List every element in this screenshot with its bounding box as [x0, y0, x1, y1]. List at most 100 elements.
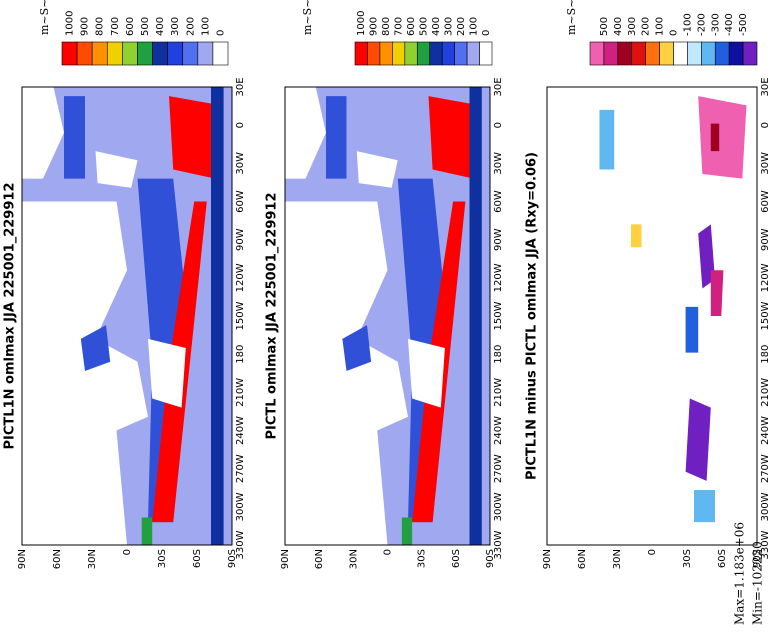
lat-tick-label: 90N	[542, 549, 553, 569]
lon-tick-label: 210W	[493, 378, 504, 407]
map-field	[95, 151, 138, 188]
colorbar-box	[742, 41, 758, 66]
lat-tick-label: 30S	[157, 549, 168, 568]
lat-tick-label: 30N	[348, 549, 359, 569]
map-field	[326, 96, 347, 179]
map-field	[710, 123, 720, 152]
lat-tick-label: 30S	[417, 549, 428, 568]
colorbar-label: 900	[80, 17, 91, 36]
lat-tick-label: 60S	[717, 549, 728, 568]
colorbar-label: 1000	[356, 11, 367, 36]
lon-tick-label: 0	[235, 122, 246, 128]
map-field	[408, 338, 445, 408]
lat-tick-label: 90S	[227, 549, 238, 568]
lon-tick-label: 30W	[235, 152, 246, 175]
map-field	[169, 96, 222, 179]
colorbar-box	[617, 41, 633, 66]
colorbar-units: m~S~2	[565, 0, 578, 35]
map-field	[342, 325, 372, 371]
colorbar-box	[589, 41, 605, 66]
lon-tick-label: 60W	[493, 190, 504, 213]
map-field	[631, 224, 642, 248]
map-field	[694, 490, 715, 523]
colorbar-label: 100	[468, 17, 479, 36]
colorbar-box	[687, 41, 702, 66]
min-label: Min=-102220	[751, 541, 765, 625]
panel-title: PICTL omlmax JJA 225001_229912	[265, 192, 280, 439]
colorbar-box	[479, 41, 493, 66]
map-field	[80, 325, 111, 371]
map-field	[285, 87, 326, 179]
colorbar-box	[122, 41, 138, 66]
colorbar-box	[454, 41, 468, 66]
lon-tick-label: 0	[493, 122, 504, 128]
colorbar-label: 200	[185, 17, 196, 36]
map-field	[710, 270, 724, 316]
lon-tick-label: 150W	[760, 301, 771, 330]
map-field	[148, 338, 186, 408]
lat-tick-label: 0	[647, 549, 658, 555]
lon-tick-label: 330W	[493, 530, 504, 559]
colorbar-box	[76, 41, 93, 66]
lon-tick-label: 330W	[760, 530, 771, 559]
map-field	[685, 398, 711, 481]
map-frame	[284, 86, 491, 546]
colorbar-label: 300	[443, 17, 454, 36]
colorbar-label: -200	[696, 13, 707, 36]
lon-tick-label: 0	[760, 122, 771, 128]
colorbar-box	[379, 41, 393, 66]
colorbar-label: 0	[215, 30, 226, 36]
map-field	[22, 201, 148, 545]
colorbar-box	[659, 41, 674, 66]
colorbar-box	[367, 41, 381, 66]
lat-tick-label: 30S	[682, 549, 693, 568]
colorbar-label: 900	[369, 17, 380, 36]
colorbar-label: 0	[669, 30, 680, 36]
lat-tick-label: 30N	[87, 549, 98, 569]
colorbar-label: 1000	[65, 11, 76, 36]
panel-title: PICTL1N omlmax JJA 225001_229912	[3, 183, 18, 450]
colorbar-label: 100	[655, 17, 666, 36]
lon-tick-label: 240W	[235, 416, 246, 445]
lat-tick-label: 90N	[280, 549, 291, 569]
colorbar-box	[631, 41, 646, 66]
colorbar-label: 500	[419, 17, 430, 36]
colorbar-label: 700	[110, 17, 121, 36]
colorbar-box	[429, 41, 443, 66]
panel-title: PICTL1N minus PICTL omlmax JJA (Rxy=0.06…	[525, 152, 540, 480]
colorbar-label: 100	[200, 17, 211, 36]
lon-tick-label: 90W	[235, 228, 246, 251]
colorbar-box	[392, 41, 406, 66]
colorbar-label: -500	[738, 13, 749, 36]
colorbar-units: m~S~2	[301, 0, 314, 35]
lon-tick-label: 180	[760, 345, 771, 364]
colorbar-box	[645, 41, 660, 66]
map-field	[428, 96, 480, 179]
colorbar-box	[137, 41, 153, 66]
lon-tick-label: 30E	[760, 77, 771, 96]
lon-tick-label: 180	[493, 345, 504, 364]
lon-tick-label: 120W	[493, 263, 504, 292]
colorbar-box	[603, 41, 619, 66]
lat-tick-label: 90S	[752, 549, 763, 568]
map-frame	[21, 86, 233, 546]
map-field	[599, 109, 615, 170]
lon-tick-label: 210W	[760, 378, 771, 407]
lon-tick-label: 120W	[235, 263, 246, 292]
colorbar-box	[197, 41, 214, 66]
lat-tick-label: 60S	[192, 549, 203, 568]
map-field	[698, 96, 747, 179]
lon-tick-label: 30E	[493, 77, 504, 96]
lon-tick-label: 30E	[235, 77, 246, 96]
lat-tick-label: 30N	[612, 549, 623, 569]
lon-tick-label: 300W	[760, 492, 771, 521]
lon-tick-label: 240W	[493, 416, 504, 445]
lon-tick-label: 180	[235, 345, 246, 364]
colorbar-box	[167, 41, 184, 66]
colorbar-box	[212, 41, 229, 66]
map-field	[356, 151, 398, 188]
map-field	[401, 517, 413, 545]
map-field	[211, 87, 224, 545]
lat-tick-label: 0	[383, 549, 394, 555]
